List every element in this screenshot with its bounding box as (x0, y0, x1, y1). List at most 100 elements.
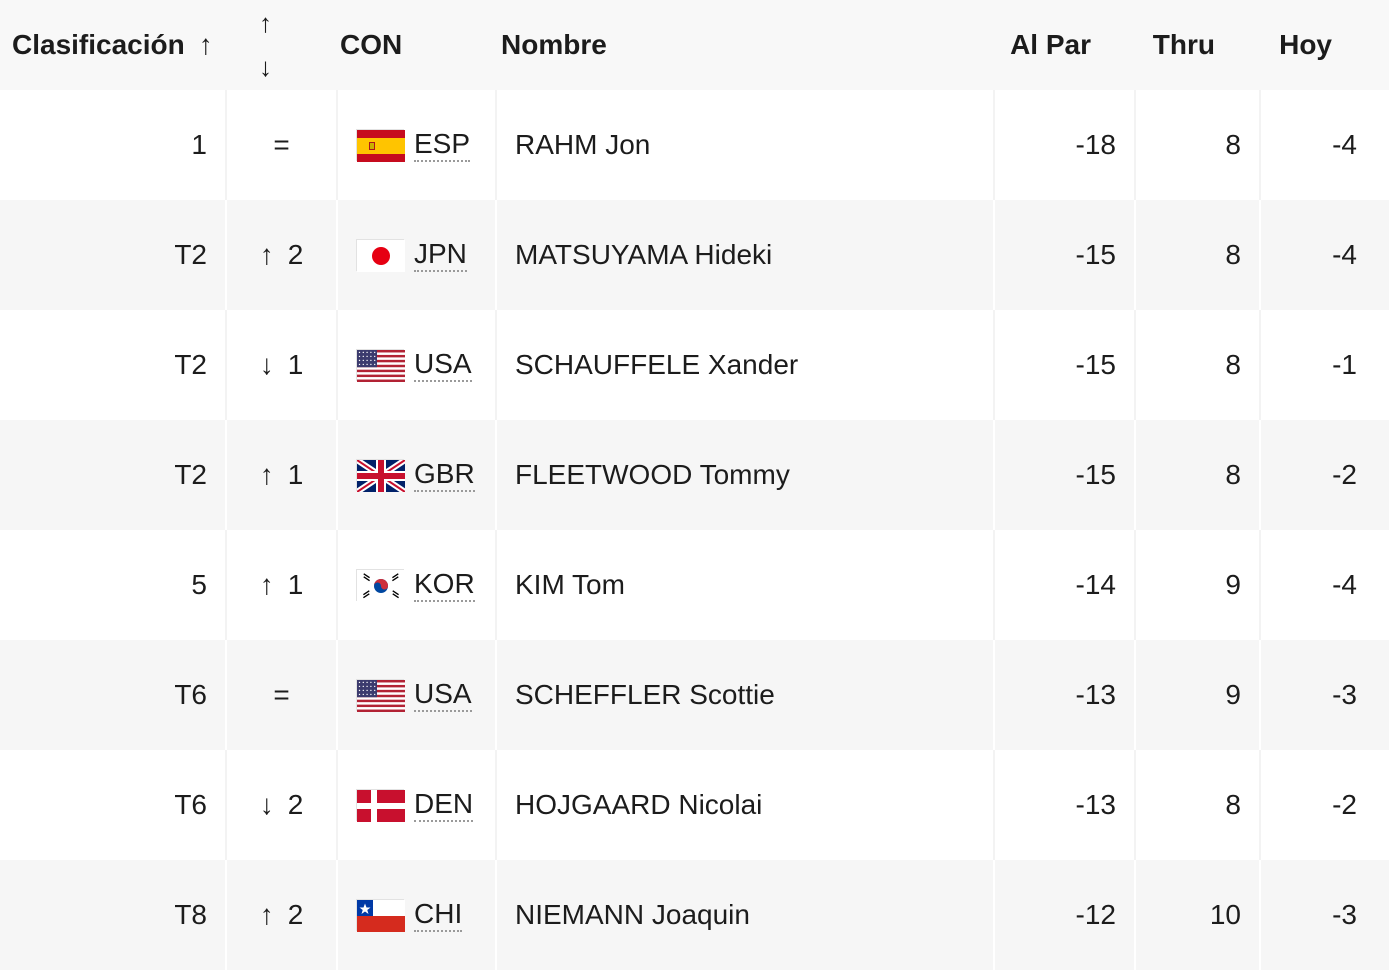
table-row[interactable]: T2 ↑ 1 GBR FLEETWOOD Tommy -15 8 -2 (0, 420, 1389, 530)
to-par-cell: -15 (993, 310, 1134, 420)
table-row[interactable]: 5 ↑ 1 KOR KIM Tom -14 9 -4 (0, 530, 1389, 640)
denmark-flag-icon (356, 789, 405, 822)
country-cell: USA (336, 640, 495, 750)
name-header-label: Nombre (501, 29, 607, 60)
movement-cell: = (225, 90, 336, 200)
today-cell: -2 (1259, 420, 1389, 530)
spain-flag-icon (356, 129, 405, 162)
thru-value: 9 (1225, 679, 1241, 710)
country-code[interactable]: ESP (414, 128, 471, 162)
player-name[interactable]: KIM Tom (515, 569, 625, 600)
today-cell: -2 (1259, 750, 1389, 860)
player-name[interactable]: SCHAUFFELE Xander (515, 349, 799, 380)
thru-cell: 8 (1134, 310, 1259, 420)
sort-up-icon[interactable]: ↑ (259, 8, 272, 38)
uk-flag-icon (355, 457, 407, 495)
movement-value: 1 (287, 349, 304, 380)
to-par-value: -13 (1075, 789, 1116, 820)
to-par-value: -14 (1075, 569, 1116, 600)
column-header-today[interactable]: Hoy (1259, 0, 1389, 90)
today-cell: -4 (1259, 200, 1389, 310)
movement-cell: ↑ 1 (225, 530, 336, 640)
to-par-value: -15 (1075, 459, 1116, 490)
arrow-up-icon: ↑ (259, 239, 274, 270)
column-header-thru[interactable]: Thru (1134, 0, 1259, 90)
today-cell: -4 (1259, 90, 1389, 200)
today-value: -4 (1332, 239, 1357, 270)
movement-value: = (273, 129, 290, 160)
country-header-label: CON (340, 29, 403, 60)
column-header-country[interactable]: CON (336, 0, 495, 90)
today-value: -2 (1332, 459, 1357, 490)
table-row[interactable]: T6 = USA SCHEFFLER Scottie -13 9 -3 (0, 640, 1389, 750)
player-name-cell[interactable]: SCHAUFFELE Xander (495, 310, 993, 420)
rank-cell: T6 (0, 640, 225, 750)
player-name-cell[interactable]: SCHEFFLER Scottie (495, 640, 993, 750)
table-row[interactable]: T6 ↓ 2 DEN HOJGAARD Nicolai -13 8 -2 (0, 750, 1389, 860)
movement-cell: ↓ 2 (225, 750, 336, 860)
thru-cell: 8 (1134, 420, 1259, 530)
country-code[interactable]: JPN (414, 238, 467, 272)
today-cell: -3 (1259, 640, 1389, 750)
sort-down-icon[interactable]: ↓ (259, 52, 272, 82)
movement-value: 2 (287, 239, 304, 270)
today-value: -2 (1332, 789, 1357, 820)
today-value: -1 (1332, 349, 1357, 380)
thru-value: 8 (1225, 459, 1241, 490)
today-cell: -1 (1259, 310, 1389, 420)
column-header-rank[interactable]: Clasificación ↑ (0, 0, 225, 90)
player-name[interactable]: HOJGAARD Nicolai (515, 789, 763, 820)
rank-cell: T2 (0, 200, 225, 310)
arrow-down-icon: ↓ (259, 349, 274, 380)
movement-value: 1 (287, 569, 304, 600)
movement-value: 1 (287, 459, 304, 490)
rank-value: T8 (174, 899, 207, 930)
country-code[interactable]: GBR (414, 458, 475, 492)
japan-flag-icon (356, 239, 405, 272)
to-par-cell: -15 (993, 200, 1134, 310)
to-par-cell: -18 (993, 90, 1134, 200)
thru-cell: 10 (1134, 860, 1259, 970)
rank-cell: T6 (0, 750, 225, 860)
column-header-movement[interactable]: ↑ ↓ (225, 0, 336, 90)
to-par-cell: -13 (993, 640, 1134, 750)
country-code[interactable]: DEN (414, 788, 474, 822)
column-header-to-par[interactable]: Al Par (993, 0, 1134, 90)
thru-cell: 9 (1134, 640, 1259, 750)
country-code[interactable]: USA (414, 678, 472, 712)
player-name[interactable]: SCHEFFLER Scottie (515, 679, 775, 710)
country-cell: DEN (336, 750, 495, 860)
rank-cell: T2 (0, 310, 225, 420)
movement-cell: ↑ 2 (225, 860, 336, 970)
movement-cell: ↑ 1 (225, 420, 336, 530)
column-header-name[interactable]: Nombre (495, 0, 993, 90)
table-row[interactable]: 1 = ESP RAHM Jon -18 8 -4 (0, 90, 1389, 200)
player-name-cell[interactable]: MATSUYAMA Hideki (495, 200, 993, 310)
to-par-value: -18 (1075, 129, 1116, 160)
player-name-cell[interactable]: FLEETWOOD Tommy (495, 420, 993, 530)
country-code[interactable]: USA (414, 348, 472, 382)
rank-value: T2 (174, 239, 207, 270)
movement-cell: ↓ 1 (225, 310, 336, 420)
player-name-cell[interactable]: HOJGAARD Nicolai (495, 750, 993, 860)
country-code[interactable]: CHI (414, 898, 463, 932)
today-value: -4 (1332, 569, 1357, 600)
sort-ascending-icon[interactable]: ↑ (198, 29, 213, 60)
table-row[interactable]: T8 ↑ 2 CHI NIEMANN Joaquin -12 10 -3 (0, 860, 1389, 970)
player-name-cell[interactable]: KIM Tom (495, 530, 993, 640)
korea-flag-icon (356, 569, 405, 602)
player-name[interactable]: MATSUYAMA Hideki (515, 239, 773, 270)
player-name-cell[interactable]: RAHM Jon (495, 90, 993, 200)
player-name[interactable]: FLEETWOOD Tommy (515, 459, 790, 490)
arrow-down-icon: ↓ (259, 789, 274, 820)
thru-cell: 8 (1134, 90, 1259, 200)
table-row[interactable]: T2 ↑ 2 JPN MATSUYAMA Hideki -15 8 -4 (0, 200, 1389, 310)
player-name[interactable]: NIEMANN Joaquin (515, 899, 750, 930)
thru-value: 9 (1225, 569, 1241, 600)
to-par-value: -15 (1075, 239, 1116, 270)
player-name[interactable]: RAHM Jon (515, 129, 651, 160)
table-row[interactable]: T2 ↓ 1 USA SCHAUFFELE Xander -15 8 -1 (0, 310, 1389, 420)
country-code[interactable]: KOR (414, 568, 475, 602)
to-par-value: -15 (1075, 349, 1116, 380)
player-name-cell[interactable]: NIEMANN Joaquin (495, 860, 993, 970)
